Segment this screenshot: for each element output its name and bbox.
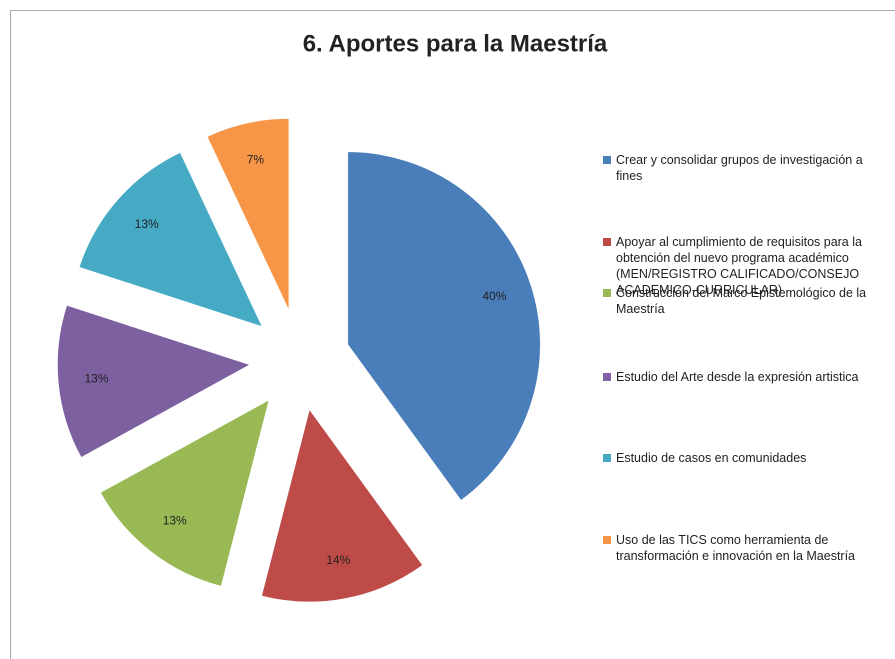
data-label: 13% [135, 217, 159, 231]
data-label: 14% [326, 553, 350, 567]
pie-slice [260, 407, 424, 603]
data-label: 7% [247, 153, 265, 167]
legend-item: Estudio de casos en comunidades [603, 450, 891, 466]
legend-swatch [603, 536, 611, 544]
legend-item: Uso de las TICS como herramienta de tran… [603, 532, 891, 564]
legend-label: Estudio de casos en comunidades [616, 451, 807, 465]
pie-slice [206, 117, 290, 312]
data-label: 13% [84, 371, 108, 385]
pie-slice [56, 304, 252, 459]
pie-slice [347, 151, 542, 502]
pie-slice [78, 151, 264, 328]
legend-label: Estudio del Arte desde la expresión arti… [616, 370, 859, 384]
legend-swatch [603, 289, 611, 297]
legend-label: Construcción del Marco Epistemológico de… [616, 286, 867, 316]
legend-swatch [603, 454, 611, 462]
data-label: 40% [482, 289, 506, 303]
legend-item: Crear y consolidar grupos de investigaci… [603, 152, 891, 184]
legend-swatch [603, 373, 611, 381]
legend-swatch [603, 156, 611, 164]
chart-title: 6. Aportes para la Maestría [303, 30, 608, 57]
data-label: 13% [163, 514, 187, 528]
legend-swatch [603, 238, 611, 246]
legend-label: Uso de las TICS como herramienta de tran… [616, 533, 856, 563]
legend-label: Crear y consolidar grupos de investigaci… [616, 153, 863, 183]
legend-label: Apoyar al cumplimiento de requisitos par… [616, 235, 862, 297]
legend-item: Estudio del Arte desde la expresión arti… [603, 369, 891, 385]
legend-item: Construcción del Marco Epistemológico de… [603, 285, 891, 317]
pie-slice [99, 398, 271, 588]
legend-item: Apoyar al cumplimiento de requisitos par… [603, 234, 891, 298]
